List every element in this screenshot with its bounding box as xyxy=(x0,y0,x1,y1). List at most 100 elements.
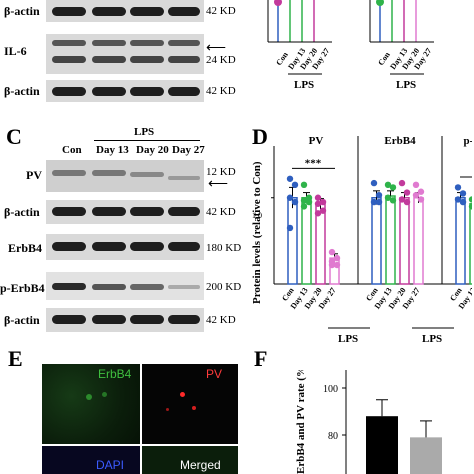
cell-dot xyxy=(180,392,185,397)
data-point xyxy=(370,179,378,187)
cell-dot xyxy=(192,406,196,410)
row-label: IL-6 xyxy=(4,44,27,58)
data-point xyxy=(454,184,462,191)
data-point xyxy=(384,194,392,201)
image-dapi xyxy=(42,446,140,474)
subplot-title: PV xyxy=(309,135,324,147)
row-label: PV xyxy=(26,168,42,182)
bar xyxy=(413,197,424,285)
d-tick: 1.0 xyxy=(252,211,262,220)
arrow-left-icon: ⟵ xyxy=(208,177,229,192)
band xyxy=(130,56,164,63)
band xyxy=(52,242,86,251)
band xyxy=(92,87,126,96)
band xyxy=(130,87,164,96)
kd-label: 200 KD xyxy=(206,281,242,293)
row-label: β-actin xyxy=(4,205,40,219)
band xyxy=(130,284,164,290)
band xyxy=(130,7,164,16)
row-label: p-ErbB4 xyxy=(0,281,45,295)
kd-label: 12 KD xyxy=(206,166,236,178)
bar xyxy=(287,197,298,285)
panel-letter-d: D xyxy=(252,124,268,149)
band xyxy=(168,176,200,180)
band xyxy=(130,242,164,251)
data-point xyxy=(314,210,322,217)
data-point xyxy=(417,196,425,203)
y-axis-label: ErbB4 and PV rate (%) xyxy=(295,370,307,474)
image-label: Merged xyxy=(180,458,221,472)
band xyxy=(92,56,126,63)
band xyxy=(52,207,86,216)
data-point xyxy=(286,194,294,201)
band xyxy=(168,56,200,63)
data-point xyxy=(403,189,411,196)
data-point xyxy=(328,248,336,256)
band xyxy=(168,315,200,324)
data-point xyxy=(412,181,420,189)
y-tick-label: 80 xyxy=(328,431,338,442)
band xyxy=(130,40,164,46)
band xyxy=(168,242,200,251)
significance-label: *** xyxy=(305,157,322,169)
row-label: β-actin xyxy=(4,84,40,98)
lane-label: Day 13 xyxy=(96,144,129,156)
top-chart: Con Day 13 Day 20 Day 27 Con Day 13 Day … xyxy=(267,0,434,91)
bar xyxy=(469,203,472,285)
band xyxy=(130,172,164,177)
data-point xyxy=(468,196,472,203)
data-point xyxy=(291,198,299,206)
data-point xyxy=(333,254,341,262)
data-point xyxy=(412,191,420,199)
band xyxy=(52,7,86,16)
arrow-left-icon: ⟵ xyxy=(206,41,227,56)
row-label: β-actin xyxy=(4,313,40,327)
cell-dot xyxy=(102,392,107,397)
data-point xyxy=(319,207,327,214)
bar xyxy=(301,197,312,285)
data-point xyxy=(286,175,294,182)
data-point xyxy=(389,197,397,204)
band xyxy=(52,87,86,96)
y-axis-label: Protein levels (relative to Con) xyxy=(251,161,263,304)
lane-label: Day 27 xyxy=(172,144,205,156)
data-point xyxy=(305,198,313,206)
kd-label: 42 KD xyxy=(206,206,236,218)
bar xyxy=(371,197,382,285)
band xyxy=(130,207,164,216)
band xyxy=(92,170,126,176)
data-point xyxy=(403,198,411,206)
data-point xyxy=(314,194,322,201)
data-point xyxy=(417,188,425,195)
data-point xyxy=(300,181,308,189)
lane-label: Day 20 xyxy=(136,144,169,156)
band xyxy=(92,284,126,290)
band xyxy=(92,207,126,216)
band xyxy=(168,87,200,96)
kd-label: 42 KD xyxy=(206,85,236,97)
chart-d: Protein levels (relative to Con) 1.0 PVC… xyxy=(251,135,472,345)
band xyxy=(52,315,86,324)
data-point xyxy=(286,224,294,232)
image-merged xyxy=(142,446,238,474)
cell-dot xyxy=(166,408,169,411)
bar xyxy=(455,197,466,285)
bar xyxy=(385,195,396,285)
y-tick-label: 100 xyxy=(323,384,338,395)
data-point xyxy=(375,191,383,199)
group-label: LPS xyxy=(294,79,314,91)
image-label: DAPI xyxy=(96,458,125,472)
kd-label: 42 KD xyxy=(206,5,236,17)
kd-label: 42 KD xyxy=(206,314,236,326)
band xyxy=(168,40,200,46)
subplot-title: ErbB4 xyxy=(384,135,416,147)
group-label: LPS xyxy=(338,333,358,345)
lps-label: LPS xyxy=(134,126,155,138)
kd-label: 180 KD xyxy=(206,242,242,254)
data-point xyxy=(398,196,406,203)
band xyxy=(130,315,164,324)
data-point xyxy=(319,198,327,206)
band xyxy=(92,7,126,16)
band xyxy=(52,40,86,46)
data-point xyxy=(370,198,378,206)
